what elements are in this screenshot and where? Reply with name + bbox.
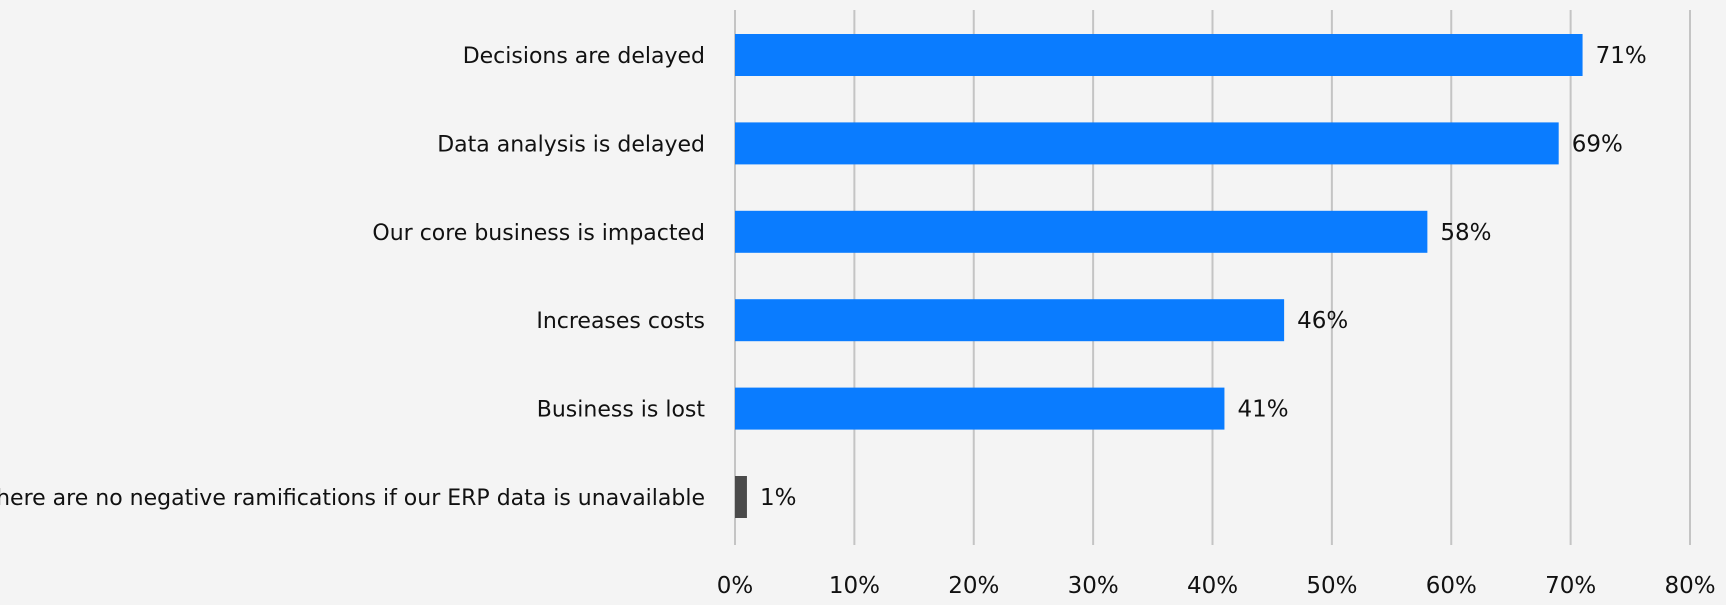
bar [735,476,747,518]
value-label: 46% [1297,308,1348,334]
x-tick-label: 0% [717,573,754,599]
value-label: 69% [1572,131,1623,157]
grid-layer [734,10,1691,545]
bar [735,387,1225,430]
x-tick-label: 70% [1545,573,1596,599]
x-tick-label: 50% [1306,573,1357,599]
value-label: 58% [1440,220,1491,246]
bar [735,299,1285,342]
x-axis-tick-layer: 0% 10% 20% 30% 40% 50% 60% 70% 80% [717,573,1716,599]
x-tick-label: 20% [948,573,999,599]
category-label: Our core business is impacted [372,221,705,246]
x-tick-label: 60% [1426,573,1477,599]
x-tick-label: 80% [1664,573,1715,599]
category-label: There are no negative ramifications if o… [0,486,705,511]
label-layer: Decisions are delayed 71% Data analysis is… [0,43,1647,511]
x-tick-label: 30% [1068,573,1119,599]
bar [735,210,1428,253]
category-label: Business is lost [537,398,706,423]
x-tick-label: 40% [1187,573,1238,599]
value-label: 1% [760,485,797,511]
category-label: Increases costs [536,309,705,334]
bar [735,34,1583,76]
value-label: 41% [1237,397,1288,423]
bar-layer [735,34,1583,518]
x-tick-label: 10% [829,573,880,599]
category-label: Decisions are delayed [463,44,705,69]
category-label: Data analysis is delayed [437,132,705,157]
bar [735,122,1559,165]
value-label: 71% [1596,43,1647,69]
